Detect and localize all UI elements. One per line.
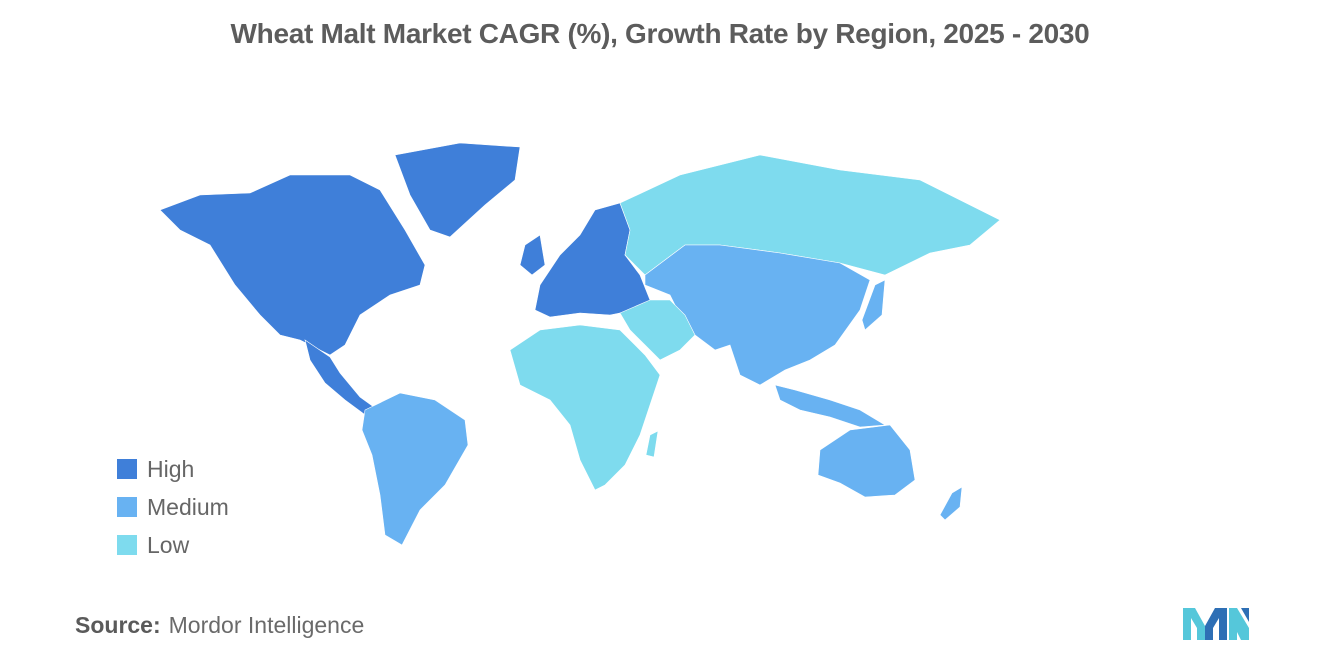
region-southeast-asia[interactable] <box>774 384 886 428</box>
region-south-america[interactable] <box>361 392 469 546</box>
legend-item-high: High <box>117 450 229 488</box>
region-greenland[interactable] <box>394 142 521 238</box>
chart-title: Wheat Malt Market CAGR (%), Growth Rate … <box>230 18 1090 49</box>
region-japan[interactable] <box>861 279 886 331</box>
region-asia[interactable] <box>644 244 871 386</box>
legend-item-low: Low <box>117 526 229 564</box>
map-legend: High Medium Low <box>117 450 229 564</box>
world-map <box>159 142 1001 546</box>
source-text: Mordor Intelligence <box>168 612 365 638</box>
legend-item-medium: Medium <box>117 488 229 526</box>
legend-label-low: Low <box>147 531 190 558</box>
legend-label-medium: Medium <box>147 493 229 520</box>
source-line: Source: Mordor Intelligence <box>75 612 364 639</box>
region-middle-east[interactable] <box>619 299 696 361</box>
region-uk[interactable] <box>519 234 546 276</box>
source-label: Source: <box>75 612 161 638</box>
region-africa[interactable] <box>509 324 661 491</box>
mordor-logo-icon <box>1183 608 1249 640</box>
legend-swatch-medium <box>117 497 137 517</box>
region-central-america[interactable] <box>304 339 379 418</box>
region-madagascar[interactable] <box>645 430 659 458</box>
legend-label-high: High <box>147 455 195 482</box>
region-new-zealand[interactable] <box>939 486 963 521</box>
legend-swatch-high <box>117 459 137 479</box>
region-australia[interactable] <box>817 424 916 498</box>
region-north-america[interactable] <box>159 174 426 356</box>
legend-swatch-low <box>117 535 137 555</box>
